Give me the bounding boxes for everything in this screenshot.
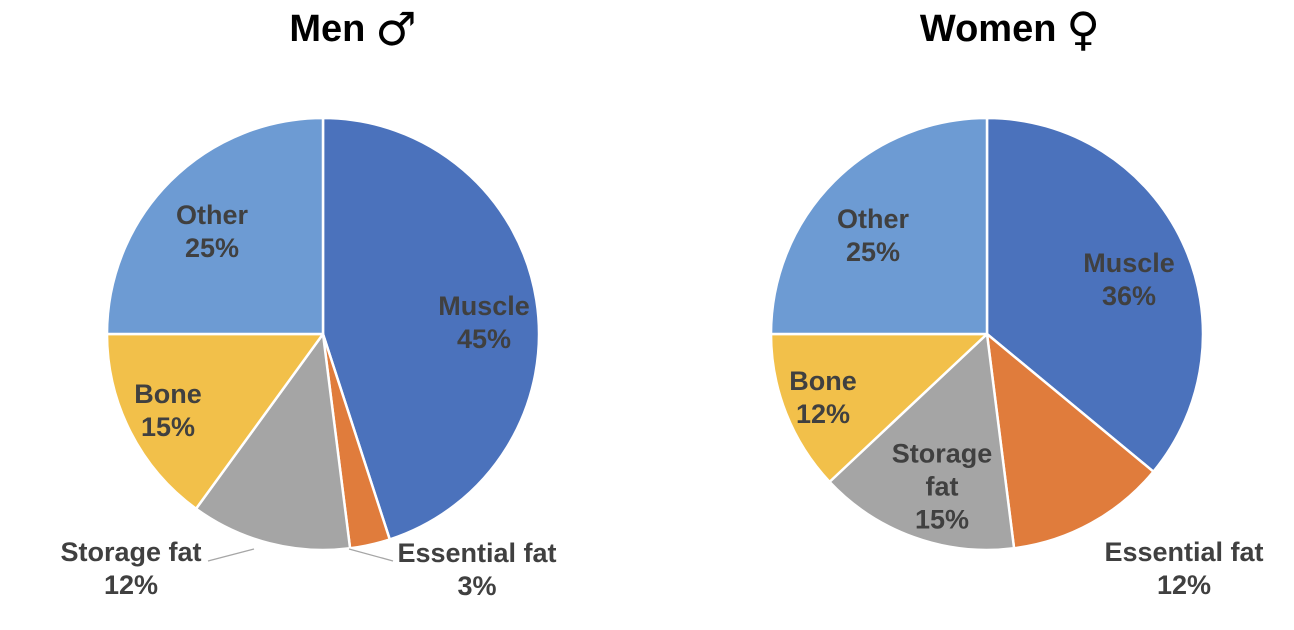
women-label-muscle: Muscle 36% — [1083, 247, 1175, 313]
slice-pct: 12% — [1156, 570, 1212, 600]
slice-pct: 15% — [914, 504, 970, 535]
women-chart-title: Women ♀ — [920, 6, 1100, 52]
pie-slice-muscle — [321, 116, 541, 541]
slice-name: Essential fat — [397, 538, 557, 569]
slice-name: Muscle — [438, 291, 530, 322]
women-label-essential-fat: Essential fat 12% — [1104, 536, 1263, 602]
men-label-muscle: Muscle 45% — [438, 290, 530, 356]
slice-name: Muscle — [1083, 248, 1175, 279]
pie-slice-storage-fat — [194, 332, 352, 552]
pie-slice-other — [769, 116, 989, 336]
women-label-other: Other 25% — [837, 203, 909, 269]
slice-name: Bone — [789, 366, 857, 397]
male-symbol-icon: ♂ — [375, 2, 417, 56]
pie-slice-other — [105, 116, 325, 336]
women-label-storage-fat: Storage fat 15% — [875, 438, 1009, 537]
women-pie-chart — [769, 116, 1205, 552]
pie-slice-storage-fat — [828, 332, 1016, 552]
pie-slice-bone — [105, 332, 325, 510]
men-chart-title: Men ♂ — [289, 6, 416, 52]
slice-name: Essential fat — [1104, 537, 1264, 568]
pie-slice-muscle — [985, 116, 1205, 473]
pie-slice-bone — [769, 332, 989, 484]
slice-pct: 12% — [795, 399, 851, 429]
men-label-other: Other 25% — [176, 199, 248, 265]
men-label-bone: Bone 15% — [134, 378, 202, 444]
men-label-essential-fat: Essential fat 3% — [397, 537, 556, 603]
slice-pct: 45% — [456, 324, 512, 354]
slice-pct: 25% — [845, 237, 901, 267]
slice-name: Storage fat — [891, 438, 993, 502]
slice-pct: 36% — [1101, 281, 1157, 311]
men-label-storage-fat: Storage fat 12% — [60, 536, 201, 602]
slice-pct: 3% — [457, 571, 497, 601]
slice-pct: 12% — [103, 570, 159, 600]
women-label-bone: Bone 12% — [789, 365, 857, 431]
slice-pct: 15% — [140, 412, 196, 442]
women-title-text: Women — [919, 7, 1057, 50]
slice-name: Bone — [134, 379, 202, 410]
slice-pct: 25% — [184, 233, 240, 263]
slice-name: Other — [836, 204, 910, 235]
men-title-text: Men — [289, 7, 366, 50]
pie-slice-essential-fat — [985, 332, 1155, 550]
slice-name: Storage fat — [60, 537, 202, 568]
slice-name: Other — [175, 200, 249, 231]
female-symbol-icon: ♀ — [1066, 2, 1101, 56]
men-pie-chart — [105, 116, 541, 552]
